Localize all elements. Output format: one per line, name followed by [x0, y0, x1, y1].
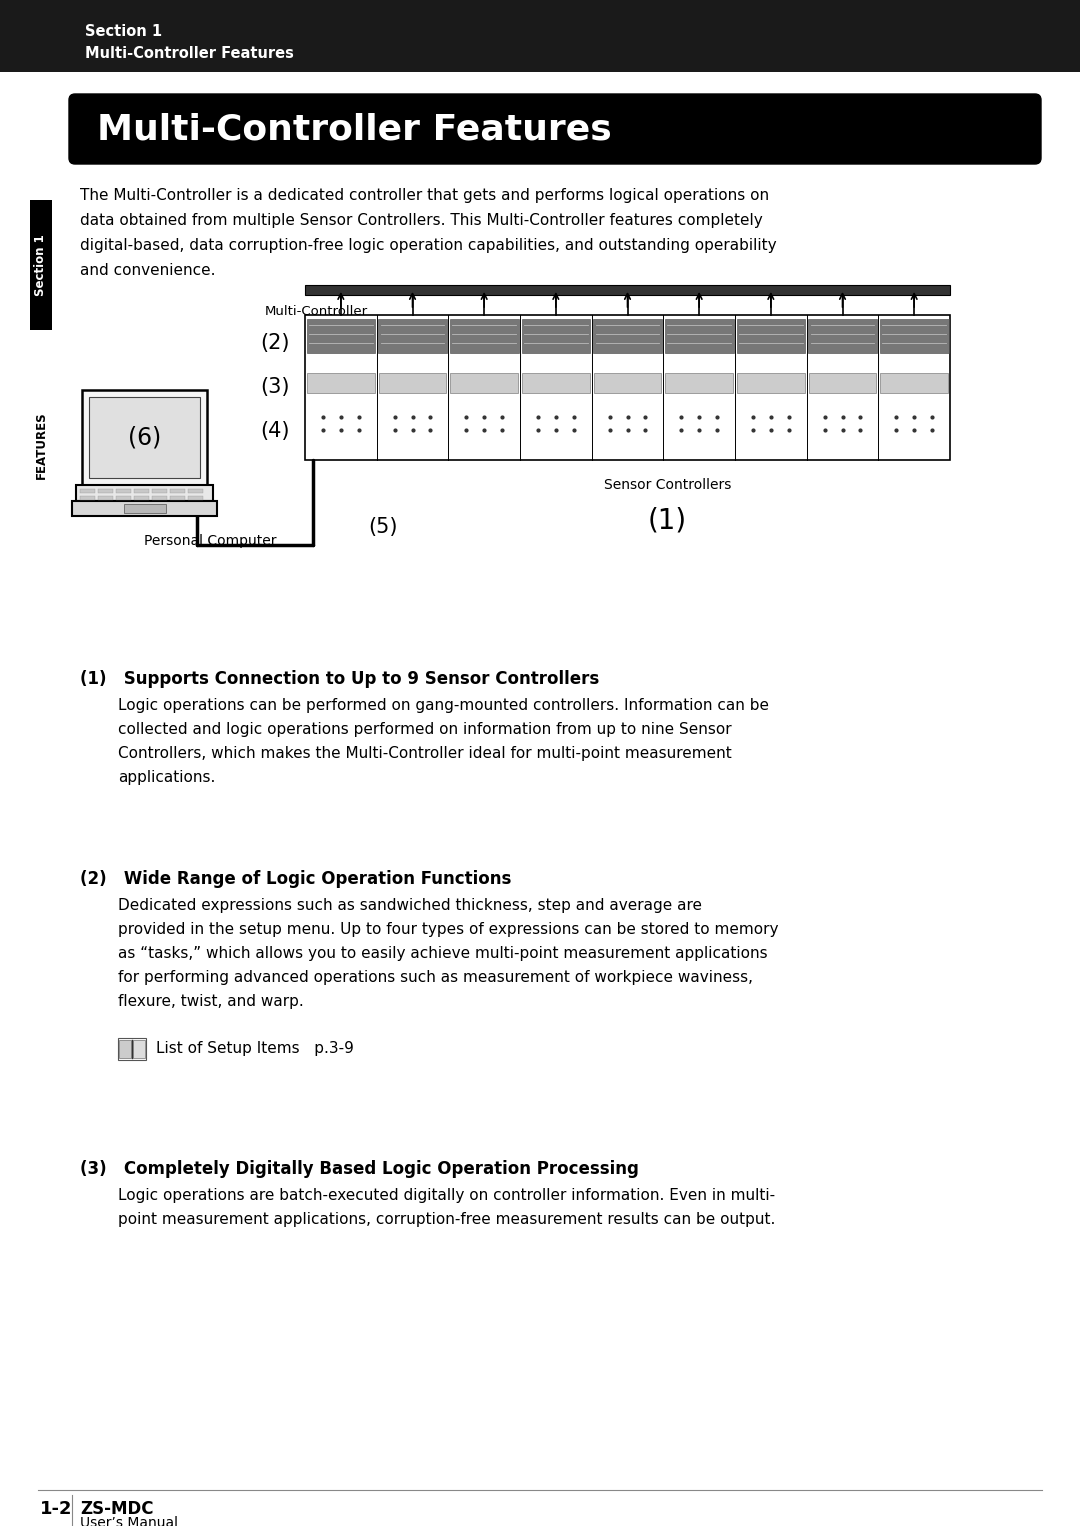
Text: point measurement applications, corruption-free measurement results can be outpu: point measurement applications, corrupti…: [118, 1212, 775, 1227]
Bar: [80, 488, 95, 493]
Text: 1-2: 1-2: [40, 1500, 72, 1518]
Bar: [116, 496, 131, 501]
Bar: [170, 496, 185, 501]
Text: (5): (5): [368, 517, 397, 537]
Text: FEATURES: FEATURES: [35, 410, 48, 479]
Text: User’s Manual: User’s Manual: [80, 1515, 178, 1526]
Text: The Multi-Controller is a dedicated controller that gets and performs logical op: The Multi-Controller is a dedicated cont…: [80, 188, 769, 203]
Bar: [450, 319, 518, 353]
Text: (3): (3): [260, 377, 289, 397]
Text: flexure, twist, and warp.: flexure, twist, and warp.: [118, 993, 303, 1009]
Bar: [123, 504, 165, 513]
Bar: [593, 319, 662, 353]
Bar: [307, 319, 375, 353]
Bar: [72, 501, 217, 516]
Text: Dedicated expressions such as sandwiched thickness, step and average are: Dedicated expressions such as sandwiched…: [118, 897, 702, 913]
Text: Multi-Controller: Multi-Controller: [265, 305, 368, 317]
Bar: [80, 496, 95, 501]
Text: (2)   Wide Range of Logic Operation Functions: (2) Wide Range of Logic Operation Functi…: [80, 870, 511, 888]
Text: digital-based, data corruption-free logic operation capabilities, and outstandin: digital-based, data corruption-free logi…: [80, 238, 777, 253]
Text: Controllers, which makes the Multi-Controller ideal for multi-point measurement: Controllers, which makes the Multi-Contr…: [118, 746, 732, 761]
Bar: [76, 485, 213, 501]
Text: Logic operations can be performed on gang-mounted controllers. Information can b: Logic operations can be performed on gan…: [118, 697, 769, 713]
Text: and convenience.: and convenience.: [80, 262, 216, 278]
Text: (3)   Completely Digitally Based Logic Operation Processing: (3) Completely Digitally Based Logic Ope…: [80, 1160, 639, 1178]
Text: collected and logic operations performed on information from up to nine Sensor: collected and logic operations performed…: [118, 722, 731, 737]
Bar: [116, 488, 131, 493]
Bar: [880, 372, 948, 394]
Bar: [152, 488, 167, 493]
Bar: [522, 372, 590, 394]
Text: Logic operations are batch-executed digitally on controller information. Even in: Logic operations are batch-executed digi…: [118, 1189, 775, 1202]
Bar: [522, 319, 590, 353]
Text: (6): (6): [127, 426, 161, 450]
Text: Section 1: Section 1: [85, 24, 162, 40]
Text: ZS-MDC: ZS-MDC: [80, 1500, 153, 1518]
Bar: [809, 372, 876, 394]
Bar: [30, 200, 52, 330]
Text: (4): (4): [260, 421, 289, 441]
Bar: [89, 397, 200, 478]
Bar: [134, 496, 149, 501]
Bar: [378, 319, 447, 353]
Text: Multi-Controller Features: Multi-Controller Features: [97, 111, 611, 146]
Text: Section 1: Section 1: [35, 233, 48, 296]
Bar: [98, 488, 113, 493]
Text: as “tasks,” which allows you to easily achieve multi-point measurement applicati: as “tasks,” which allows you to easily a…: [118, 946, 768, 961]
Bar: [133, 1041, 145, 1058]
Bar: [0, 0, 1080, 72]
Text: Personal Computer: Personal Computer: [145, 534, 276, 548]
Bar: [594, 372, 661, 394]
Bar: [379, 372, 446, 394]
Bar: [119, 1041, 131, 1058]
Text: (2): (2): [260, 333, 289, 353]
Text: provided in the setup menu. Up to four types of expressions can be stored to mem: provided in the setup menu. Up to four t…: [118, 922, 779, 937]
Bar: [188, 496, 203, 501]
Bar: [82, 391, 207, 485]
Bar: [152, 496, 167, 501]
Bar: [170, 488, 185, 493]
Bar: [880, 319, 948, 353]
Text: List of Setup Items   p.3-9: List of Setup Items p.3-9: [156, 1042, 354, 1056]
Bar: [737, 319, 806, 353]
Text: Sensor Controllers: Sensor Controllers: [604, 478, 731, 491]
Text: for performing advanced operations such as measurement of workpiece waviness,: for performing advanced operations such …: [118, 971, 753, 984]
Bar: [118, 1038, 146, 1061]
Bar: [134, 488, 149, 493]
Bar: [450, 372, 518, 394]
Bar: [665, 372, 733, 394]
FancyBboxPatch shape: [69, 95, 1041, 163]
Text: data obtained from multiple Sensor Controllers. This Multi-Controller features c: data obtained from multiple Sensor Contr…: [80, 214, 762, 227]
Text: Multi-Controller Features: Multi-Controller Features: [85, 46, 294, 61]
Bar: [808, 319, 877, 353]
Bar: [98, 496, 113, 501]
Bar: [305, 314, 950, 459]
Text: (1): (1): [648, 507, 687, 534]
Bar: [305, 285, 950, 295]
Text: (1)   Supports Connection to Up to 9 Sensor Controllers: (1) Supports Connection to Up to 9 Senso…: [80, 670, 599, 688]
Bar: [307, 372, 375, 394]
Text: applications.: applications.: [118, 771, 215, 784]
Bar: [737, 372, 805, 394]
Bar: [188, 488, 203, 493]
Bar: [665, 319, 733, 353]
